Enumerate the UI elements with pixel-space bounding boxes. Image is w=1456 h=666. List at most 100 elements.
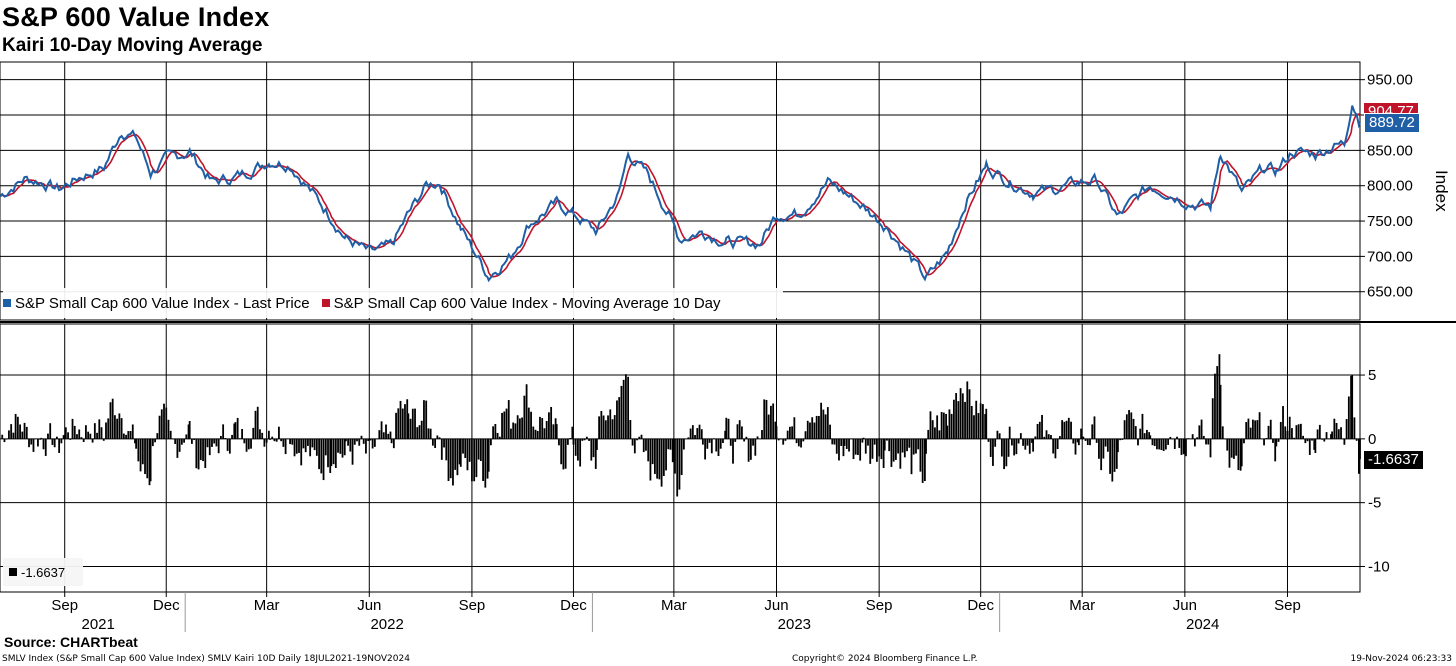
kairi-bar [1333, 418, 1336, 439]
kairi-bar [1198, 425, 1201, 439]
kairi-bar [315, 438, 318, 456]
kairi-bar [838, 438, 840, 461]
kairi-bar [1347, 396, 1350, 439]
kairi-bar [977, 413, 980, 439]
kairi-bar [973, 415, 975, 439]
kairi-bar [224, 438, 227, 439]
month-label: Sep [51, 597, 78, 614]
kairi-bar [1221, 426, 1224, 439]
kairi-bar [434, 438, 437, 448]
kairi-bar [12, 432, 15, 439]
kairi-bar [738, 420, 741, 439]
kairi-bar [938, 430, 941, 439]
kairi-bar [416, 427, 419, 439]
kairi-bar [32, 438, 35, 452]
kairi-tick-label: 0 [1368, 431, 1376, 448]
kairi-bar [238, 438, 241, 439]
kairi-bar [1249, 427, 1252, 439]
kairi-bar [1013, 438, 1016, 456]
kairi-bar [1340, 427, 1342, 439]
kairi-bar [234, 422, 237, 439]
kairi-bar [1331, 431, 1334, 439]
kairi-bar [950, 413, 953, 439]
kairi-bar [298, 438, 300, 453]
kairi-bar [543, 428, 546, 439]
kairi-bar [940, 411, 943, 439]
kairi-bar [199, 438, 202, 461]
kairi-bar [362, 438, 365, 444]
kairi-bar [1243, 438, 1245, 444]
kairi-bar [671, 438, 674, 463]
kairi-bar [344, 438, 347, 442]
kairi-bar [1321, 438, 1323, 440]
kairi-bar [158, 415, 161, 439]
kairi-bar [1335, 422, 1338, 439]
kairi-bar [532, 426, 535, 439]
kairi-bar [44, 438, 47, 456]
kairi-bar [915, 438, 917, 454]
kairi-bar [1134, 426, 1137, 439]
kairi-bar [107, 418, 110, 439]
kairi-bar [1272, 438, 1274, 443]
kairi-bar [1008, 426, 1011, 439]
kairi-bar [1116, 438, 1119, 453]
kairi-bar [304, 438, 307, 453]
kairi-bar [1024, 438, 1027, 450]
kairi-bar [204, 438, 207, 468]
kairi-bar [265, 438, 268, 443]
legend-last-price-label: S&P Small Cap 600 Value Index - Last Pri… [15, 294, 310, 312]
kairi-bar [1056, 438, 1059, 450]
kairi-bar [871, 438, 874, 459]
month-label: Sep [459, 597, 486, 614]
kairi-bar [1084, 438, 1087, 441]
kairi-bar [747, 438, 750, 462]
kairi-bar [1277, 438, 1280, 442]
kairi-bar [592, 438, 595, 458]
kairi-bar [369, 438, 372, 441]
kairi-bar [1337, 429, 1340, 439]
kairi-bar [831, 438, 834, 445]
kairi-bar [1265, 438, 1268, 439]
kairi-bar [873, 438, 876, 445]
kairi-bar [1115, 438, 1118, 469]
kairi-bar [772, 403, 775, 439]
kairi-bar [42, 438, 45, 450]
kairi-bar [704, 438, 707, 460]
kairi-bar [163, 403, 165, 439]
kairi-bar [64, 427, 67, 439]
kairi-bar [401, 408, 404, 439]
kairi-bar [774, 421, 777, 439]
month-label: Mar [1069, 597, 1095, 614]
kairi-bar [129, 431, 132, 439]
source-note: Source: CHARTbeat [4, 634, 138, 650]
kairi-bar [28, 438, 30, 448]
kairi-bar [523, 395, 526, 439]
kairi-bar [1106, 438, 1109, 452]
kairi-bar [1011, 438, 1013, 446]
kairi-bar [782, 438, 785, 445]
kairi-bar [341, 438, 344, 458]
kairi-bar [1207, 438, 1210, 445]
kairi-bar [719, 438, 722, 449]
kairi-bar [864, 438, 867, 454]
kairi-bar [829, 424, 831, 439]
kairi-bar [291, 438, 294, 445]
kairi-bar [1022, 438, 1024, 446]
kairi-bar [1343, 438, 1346, 445]
kairi-bar [1017, 438, 1020, 444]
kairi-bar [1182, 438, 1185, 455]
kairi-bar [1263, 438, 1265, 446]
kairi-bar [786, 430, 789, 439]
kairi-bar [878, 438, 881, 457]
kairi-bar [494, 423, 497, 439]
kairi-bar [293, 438, 296, 457]
kairi-bar [243, 438, 246, 444]
kairi-bar [1098, 438, 1100, 459]
kairi-bar [516, 415, 519, 439]
kairi-bar [894, 438, 897, 460]
axis-labels: 950.00 850.00 800.00 750.00 700.00 650.00 Inde… [51, 72, 1451, 633]
moving-average-line [0, 113, 1361, 278]
kairi-bar [961, 393, 964, 439]
kairi-bar [271, 436, 274, 439]
kairi-bar [770, 405, 772, 439]
